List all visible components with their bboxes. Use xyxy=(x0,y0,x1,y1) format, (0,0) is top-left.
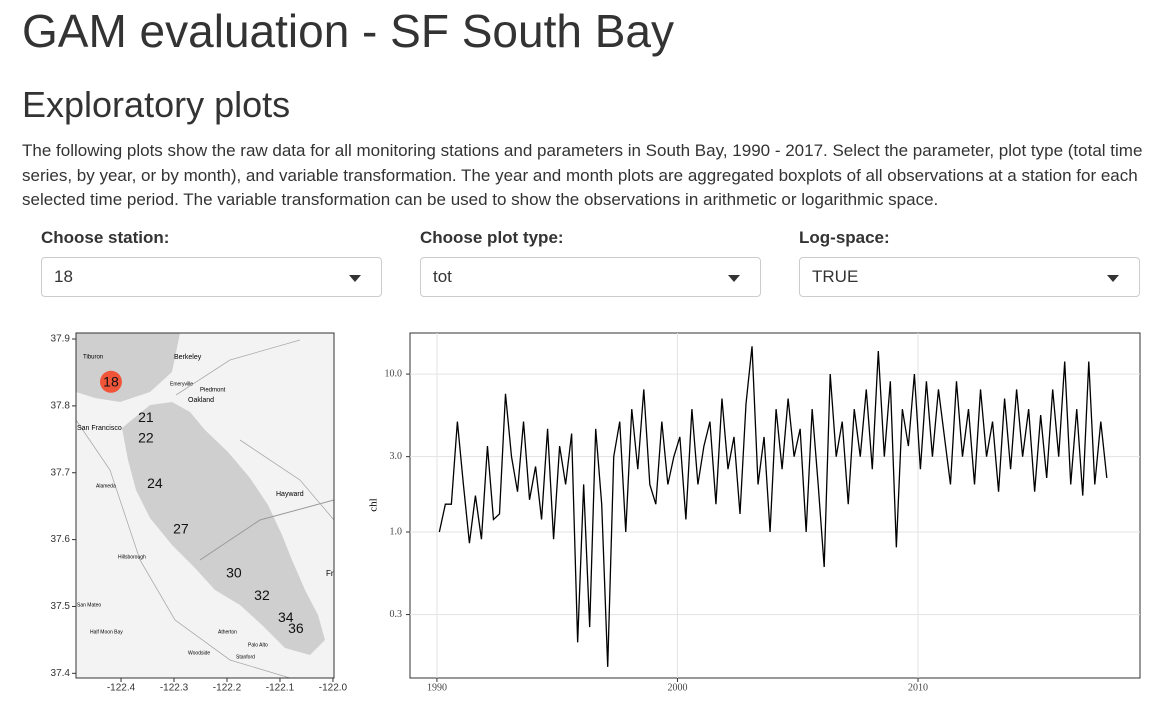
x-tick-label: 1990 xyxy=(427,682,447,693)
place-label: Alameda xyxy=(96,483,116,489)
control-label: Log-space: xyxy=(799,228,890,247)
place-label: Stanford xyxy=(236,654,255,660)
place-label: Hayward xyxy=(276,491,304,498)
place-label: Hillsborough xyxy=(118,554,146,560)
station-label: 24 xyxy=(147,475,163,491)
place-label: Oakland xyxy=(188,397,214,404)
caret xyxy=(1107,275,1119,282)
y-tick-label: 37.7 xyxy=(51,467,71,478)
y-tick-label: 37.8 xyxy=(51,401,71,412)
dropdown-value: 18 xyxy=(54,267,73,286)
y-tick-label: 37.5 xyxy=(51,601,71,612)
log-control: Log-space: TRUE xyxy=(799,228,1140,297)
dropdown-value: tot xyxy=(433,267,452,286)
place-label: Palo Alto xyxy=(248,642,268,648)
dropdown[interactable]: 18 xyxy=(41,257,382,297)
x-tick-label: -122.0 xyxy=(319,683,348,694)
data-line xyxy=(438,346,1108,667)
description: The following plots show the raw data fo… xyxy=(22,141,1143,209)
control-label: Choose station: xyxy=(41,228,170,247)
y-tick-label: 3.0 xyxy=(390,451,403,462)
selected-station xyxy=(99,370,122,393)
place-label: Piedmont xyxy=(200,388,226,394)
control-label: Choose plot type: xyxy=(420,228,564,247)
dropdown-value: TRUE xyxy=(812,267,859,286)
y-tick-label: 37.4 xyxy=(51,668,71,679)
y-tick-label: 37.6 xyxy=(51,534,71,545)
dropdown[interactable]: tot xyxy=(420,257,761,297)
section-title: Exploratory plots xyxy=(22,84,291,125)
place-label: Emeryville xyxy=(170,381,193,387)
station-label: 30 xyxy=(226,565,242,581)
map-frame xyxy=(75,332,335,679)
y-tick-label: 10.0 xyxy=(385,368,403,379)
place-label: Fre xyxy=(326,569,339,578)
place-label: Half Moon Bay xyxy=(90,629,123,635)
place-label: Woodside xyxy=(188,650,210,656)
y-tick-label: 1.0 xyxy=(390,526,403,537)
y-tick-label: 0.3 xyxy=(390,609,403,620)
y-tick-label: 37.9 xyxy=(51,334,71,345)
station-label: 36 xyxy=(288,620,304,636)
x-tick-label: -122.2 xyxy=(213,683,242,694)
station-label: 34 xyxy=(278,609,294,625)
x-tick-label: 2010 xyxy=(908,682,928,693)
plot-type-control: Choose plot type: tot xyxy=(420,228,761,297)
page-title: GAM evaluation - SF South Bay xyxy=(22,5,674,57)
place-label: San Francisco xyxy=(77,425,122,432)
plot-frame xyxy=(409,332,1141,679)
caret xyxy=(349,275,361,282)
y-axis-title: chl xyxy=(368,498,380,511)
station-control: Choose station: 18 xyxy=(41,228,382,297)
map-background: Tiburon Berkeley Emeryville Piedmont Oak… xyxy=(76,333,339,678)
x-tick-label: 2000 xyxy=(667,682,687,693)
station-label: 22 xyxy=(138,430,154,446)
station-label: 21 xyxy=(138,409,154,425)
place-label: San Mateo xyxy=(77,602,101,608)
place-label: Tiburon xyxy=(83,355,103,361)
place-label: Berkeley xyxy=(174,354,202,361)
x-tick-label: -122.4 xyxy=(107,683,136,694)
x-tick-label: -122.3 xyxy=(160,683,189,694)
station-label: 32 xyxy=(254,587,270,603)
place-label: Atherton xyxy=(218,629,237,635)
dropdown[interactable]: TRUE xyxy=(799,257,1140,297)
caret xyxy=(728,275,740,282)
station-label: 27 xyxy=(173,521,189,537)
station-label: 18 xyxy=(103,374,119,390)
x-tick-label: -122.1 xyxy=(266,683,295,694)
